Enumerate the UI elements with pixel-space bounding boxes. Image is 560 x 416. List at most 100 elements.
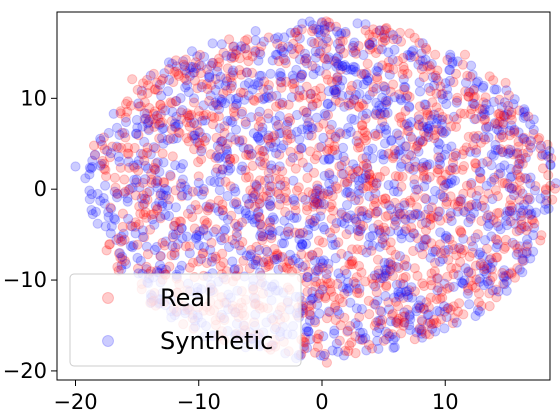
point-synthetic-243 <box>520 111 531 122</box>
point-synthetic-1224 <box>510 210 521 221</box>
point-real-1318 <box>139 97 150 108</box>
point-synthetic-1160 <box>514 154 525 165</box>
point-real-612 <box>307 99 318 111</box>
point-real-729 <box>148 108 159 120</box>
point-real-329 <box>272 250 283 261</box>
point-real-44 <box>515 172 526 183</box>
point-real-1073 <box>339 312 350 323</box>
point-synthetic-936 <box>479 266 490 277</box>
point-synthetic-2 <box>86 205 97 216</box>
point-synthetic-1024 <box>307 250 318 261</box>
point-synthetic-1082 <box>362 75 373 87</box>
point-synthetic-104 <box>428 194 439 206</box>
point-synthetic-103 <box>171 61 182 72</box>
point-synthetic-29 <box>330 239 341 250</box>
point-synthetic-115 <box>190 133 201 144</box>
point-real-709 <box>187 257 199 268</box>
point-real-646 <box>506 114 517 125</box>
point-real-1254 <box>454 225 466 236</box>
point-synthetic-1151 <box>232 92 244 104</box>
point-real-1078 <box>303 117 315 128</box>
point-real-771 <box>228 102 239 114</box>
point-real-419 <box>347 42 358 54</box>
point-synthetic-239 <box>206 256 217 267</box>
point-synthetic-991 <box>177 159 189 170</box>
point-real-1194 <box>409 51 420 62</box>
point-real-1276 <box>142 80 154 91</box>
point-synthetic-795 <box>363 239 374 250</box>
point-synthetic-340 <box>192 51 203 62</box>
point-real-752 <box>206 111 217 122</box>
point-real-12 <box>217 248 228 259</box>
point-real-1089 <box>243 143 254 154</box>
point-real-1198 <box>274 98 285 109</box>
point-real-717 <box>494 116 505 127</box>
point-synthetic-1058 <box>448 111 460 123</box>
point-synthetic-544 <box>252 207 263 218</box>
point-real-594 <box>395 36 407 47</box>
point-synthetic-1183 <box>131 128 142 139</box>
point-synthetic-1073 <box>99 198 110 209</box>
point-synthetic-1119 <box>320 110 331 121</box>
point-real-1228 <box>521 225 532 236</box>
point-real-1157 <box>445 211 456 222</box>
point-synthetic-1300 <box>471 198 482 209</box>
point-real-1166 <box>122 148 133 159</box>
point-synthetic-137 <box>259 93 270 104</box>
point-real-1039 <box>493 109 504 120</box>
point-real-1202 <box>346 80 358 92</box>
point-synthetic-1256 <box>297 18 308 29</box>
point-real-1260 <box>218 88 229 99</box>
point-real-1045 <box>359 127 371 138</box>
point-real-653 <box>395 111 407 122</box>
point-synthetic-1184 <box>311 24 322 35</box>
point-real-828 <box>516 223 527 234</box>
point-synthetic-1339 <box>286 44 297 55</box>
point-real-871 <box>144 102 155 114</box>
point-synthetic-1343 <box>433 144 444 155</box>
point-synthetic-67 <box>211 150 222 161</box>
point-synthetic-1215 <box>291 212 302 223</box>
point-synthetic-630 <box>399 226 410 237</box>
point-real-268 <box>263 80 274 91</box>
point-real-174 <box>458 161 470 172</box>
point-synthetic-24 <box>284 210 295 221</box>
point-synthetic-739 <box>351 163 362 174</box>
point-synthetic-710 <box>319 154 330 165</box>
point-real-470 <box>429 133 440 144</box>
point-synthetic-306 <box>137 231 149 243</box>
point-real-209 <box>512 169 523 180</box>
point-real-753 <box>277 166 288 177</box>
point-real-1293 <box>346 337 357 348</box>
point-synthetic-1335 <box>307 293 319 304</box>
point-real-1232 <box>291 263 303 274</box>
point-synthetic-1274 <box>509 124 520 135</box>
point-real-728 <box>420 225 432 236</box>
point-real-157 <box>435 248 446 259</box>
point-synthetic-438 <box>167 106 178 118</box>
point-real-545 <box>263 167 274 178</box>
point-synthetic-774 <box>417 316 428 327</box>
point-synthetic-1353 <box>350 318 361 329</box>
point-synthetic-943 <box>329 325 340 336</box>
point-synthetic-1255 <box>470 232 481 243</box>
point-real-3 <box>127 74 138 85</box>
point-real-159 <box>311 333 322 344</box>
point-synthetic-1218 <box>334 43 346 54</box>
point-synthetic-882 <box>175 163 186 174</box>
point-real-197 <box>417 249 428 260</box>
point-real-228 <box>320 53 331 65</box>
point-real-449 <box>228 106 240 118</box>
point-real-917 <box>294 44 305 55</box>
point-real-905 <box>248 191 259 202</box>
point-synthetic-1334 <box>439 149 451 160</box>
point-real-1289 <box>219 121 230 132</box>
point-real-229 <box>513 136 524 147</box>
point-synthetic-633 <box>517 267 528 278</box>
point-synthetic-1357 <box>440 233 451 244</box>
point-synthetic-746 <box>492 239 503 250</box>
point-synthetic-320 <box>102 145 113 156</box>
point-synthetic-1099 <box>345 126 356 138</box>
point-real-862 <box>165 133 176 144</box>
point-real-356 <box>293 182 304 193</box>
